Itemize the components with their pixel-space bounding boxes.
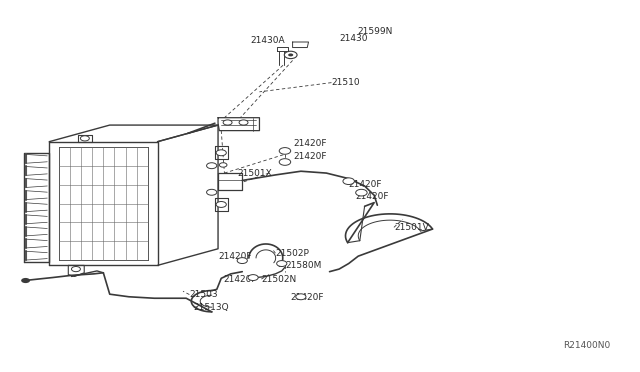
Circle shape [276, 260, 287, 266]
Text: 21599N: 21599N [357, 27, 392, 36]
Circle shape [216, 202, 227, 208]
Circle shape [343, 178, 355, 185]
Circle shape [279, 148, 291, 154]
Text: 21420F: 21420F [218, 251, 252, 261]
Text: 21502N: 21502N [261, 275, 296, 283]
Circle shape [207, 163, 217, 169]
Circle shape [216, 150, 227, 156]
Text: 21510: 21510 [332, 78, 360, 87]
Circle shape [220, 163, 227, 167]
Text: 21420F: 21420F [223, 275, 257, 283]
Circle shape [207, 189, 217, 195]
Text: 21420F: 21420F [293, 152, 327, 161]
Text: 21513Q: 21513Q [194, 303, 230, 312]
Text: R21400N0: R21400N0 [563, 341, 610, 350]
Text: 21430: 21430 [339, 34, 367, 43]
Text: 21501X: 21501X [237, 169, 272, 177]
Text: 21503: 21503 [189, 290, 218, 299]
Circle shape [81, 136, 90, 141]
Circle shape [21, 278, 30, 283]
Circle shape [356, 189, 367, 196]
Text: 21420F: 21420F [349, 180, 382, 189]
Circle shape [284, 51, 297, 59]
Text: 21501V: 21501V [394, 223, 429, 232]
Text: 21420F: 21420F [355, 192, 388, 201]
Circle shape [279, 159, 291, 165]
Text: 21580M: 21580M [285, 261, 321, 270]
Circle shape [237, 258, 247, 263]
Text: 21420F: 21420F [290, 293, 324, 302]
Circle shape [72, 266, 81, 272]
Circle shape [296, 294, 306, 300]
Text: 21420F: 21420F [293, 139, 327, 148]
Circle shape [239, 120, 248, 125]
Text: 21502P: 21502P [275, 249, 309, 258]
Text: 21430A: 21430A [250, 36, 285, 45]
Circle shape [248, 275, 258, 280]
Circle shape [223, 120, 232, 125]
Circle shape [288, 54, 293, 57]
